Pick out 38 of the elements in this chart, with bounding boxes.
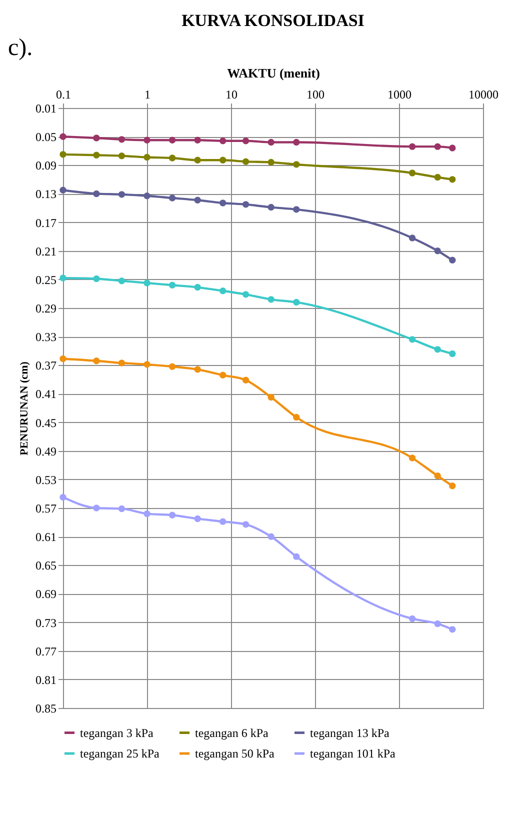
x-axis-title: WAKTU (menit): [227, 66, 320, 80]
x-tick-label: 0.1: [56, 88, 71, 102]
y-tick-label: 0.81: [36, 672, 56, 687]
y-tick-label: 0.77: [36, 644, 56, 658]
y-axis-title: PENURUNAN (cm): [18, 361, 30, 456]
y-tick-label: 0.65: [36, 558, 56, 573]
x-tick-label: 10000: [468, 88, 498, 102]
legend-label: tegangan 6 kPa: [195, 726, 269, 740]
x-tick-label: 1: [144, 88, 150, 102]
y-tick-label: 0.09: [36, 158, 56, 173]
y-tick-label: 0.49: [36, 444, 56, 458]
legend-label: tegangan 101 kPa: [310, 746, 396, 760]
y-tick-label: 0.21: [36, 244, 56, 258]
y-tick-label: 0.61: [36, 530, 56, 544]
y-tick-label: 0.33: [36, 330, 56, 344]
y-tick-label: 0.05: [36, 130, 56, 144]
y-tick-label: 0.37: [36, 358, 56, 373]
y-tick-label: 0.13: [36, 187, 56, 202]
y-tick-label: 0.73: [36, 616, 56, 630]
x-tick-label: 1000: [388, 88, 412, 102]
legend-label: tegangan 50 kPa: [195, 746, 275, 760]
legend-label: tegangan 25 kPa: [80, 746, 160, 760]
y-tick-label: 0.85: [36, 702, 56, 716]
chart-title: KURVA KONSOLIDASI: [182, 11, 365, 30]
y-tick-label: 0.45: [36, 416, 56, 430]
y-tick-label: 0.41: [36, 387, 56, 402]
y-tick-label: 0.17: [36, 216, 56, 230]
y-tick-label: 0.01: [36, 102, 56, 116]
text: c).: [8, 35, 33, 61]
x-tick-label: 100: [306, 88, 324, 102]
x-tick-label: 10: [226, 88, 238, 102]
y-tick-label: 0.53: [36, 472, 56, 487]
y-tick-label: 0.57: [36, 502, 56, 516]
y-tick-label: 0.69: [36, 587, 56, 602]
legend-label: tegangan 3 kPa: [80, 726, 154, 740]
y-tick-label: 0.29: [36, 302, 56, 316]
legend-label: tegangan 13 kPa: [310, 726, 390, 740]
y-tick-label: 0.25: [36, 272, 56, 287]
